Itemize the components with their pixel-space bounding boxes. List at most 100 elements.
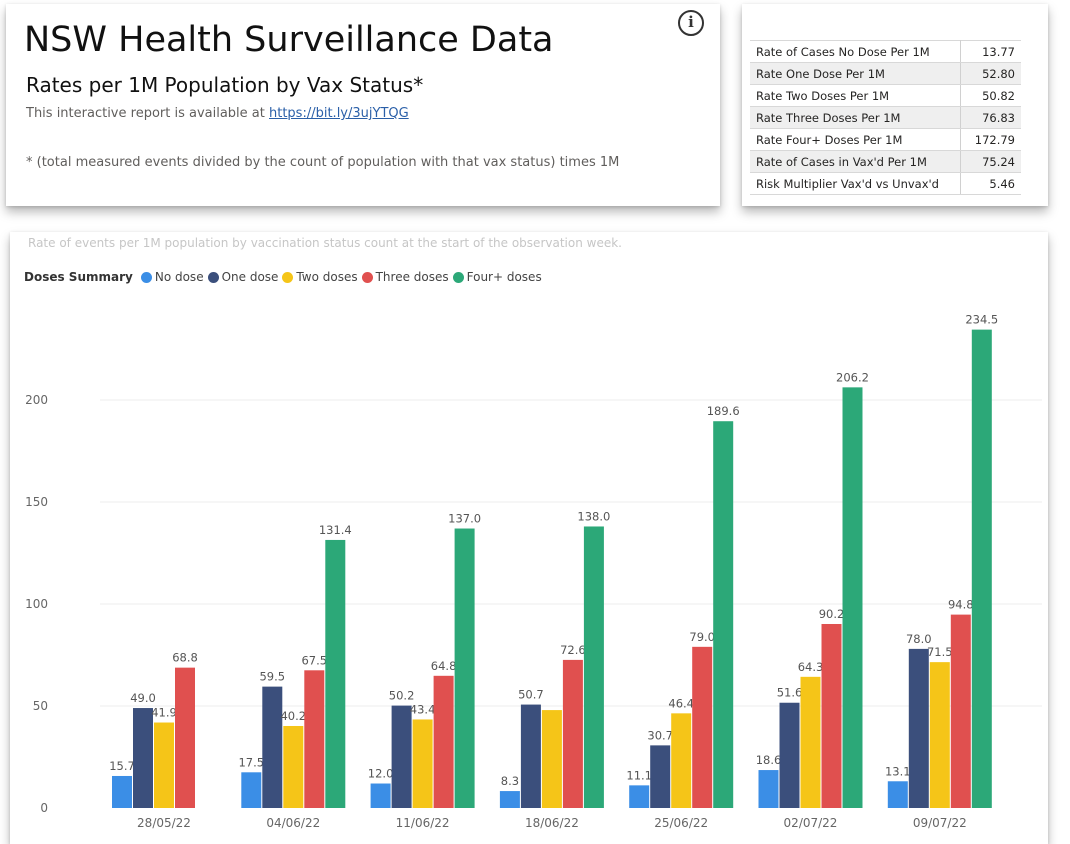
data-label: 43.4: [410, 702, 436, 716]
bar: [950, 614, 971, 808]
legend-label: One dose: [221, 270, 279, 284]
stats-label: Risk Multiplier Vax'd vs Unvax'd: [750, 172, 961, 195]
legend-item[interactable]: No dose: [140, 270, 204, 284]
legend-marker: [452, 271, 464, 283]
bar: [283, 725, 304, 808]
bar: [779, 702, 800, 808]
bar: [800, 676, 821, 808]
page-subtitle: Rates per 1M Population by Vax Status*: [26, 73, 424, 97]
stats-label: Rate Two Doses Per 1M: [750, 84, 961, 107]
y-tick-label: 50: [33, 699, 48, 713]
bar: [562, 659, 583, 808]
bar: [758, 770, 779, 808]
legend-label: No dose: [154, 270, 204, 284]
bar: [454, 528, 475, 808]
bar: [629, 785, 650, 808]
y-tick-label: 0: [40, 801, 48, 815]
x-tick-label: 25/06/22: [654, 816, 708, 830]
data-label: 79.0: [689, 630, 715, 644]
bar: [713, 421, 734, 808]
bar: [520, 704, 541, 808]
info-icon[interactable]: i: [678, 10, 704, 36]
stats-row: Rate Four+ Doses Per 1M 172.79: [750, 128, 1021, 151]
data-label: 137.0: [448, 512, 481, 526]
data-label: 46.4: [668, 696, 694, 710]
stats-label: Rate of Cases No Dose Per 1M: [750, 40, 961, 63]
data-label: 138.0: [577, 509, 610, 523]
bar: [412, 719, 433, 808]
bar: [692, 646, 713, 808]
bar: [971, 329, 992, 808]
stats-value: 50.82: [960, 84, 1021, 107]
data-label: 64.8: [431, 659, 457, 673]
footnote: * (total measured events divided by the …: [26, 155, 620, 170]
legend-label: Three doses: [375, 270, 449, 284]
legend-item[interactable]: Three doses: [361, 270, 449, 284]
data-label: 12.0: [368, 767, 394, 781]
stats-label: Rate One Dose Per 1M: [750, 62, 961, 85]
legend-item[interactable]: Two doses: [282, 270, 358, 284]
x-tick-label: 18/06/22: [525, 816, 579, 830]
x-tick-label: 02/07/22: [784, 816, 838, 830]
stats-row: Rate Two Doses Per 1M 50.82: [750, 84, 1021, 107]
x-tick-label: 11/06/22: [396, 816, 450, 830]
data-label: 8.3: [501, 774, 519, 788]
y-tick-label: 100: [25, 597, 48, 611]
bar: [583, 526, 604, 808]
data-label: 18.6: [756, 753, 782, 767]
data-label: 64.3: [798, 660, 824, 674]
data-label: 72.6: [560, 643, 586, 657]
bar: [842, 387, 863, 808]
bar: [241, 772, 262, 808]
report-prefix: This interactive report is available at: [26, 106, 269, 121]
data-label: 71.5: [927, 645, 953, 659]
data-label: 67.5: [301, 653, 327, 667]
stats-row: Rate of Cases in Vax'd Per 1M 75.24: [750, 150, 1021, 173]
data-label: 13.1: [885, 764, 911, 778]
bar: [650, 745, 671, 808]
bar: [262, 686, 283, 808]
x-tick-label: 09/07/22: [913, 816, 967, 830]
data-label: 51.6: [777, 686, 803, 700]
stats-value: 76.83: [960, 106, 1021, 129]
data-label: 49.0: [130, 691, 156, 705]
legend-item[interactable]: One dose: [207, 270, 279, 284]
legend-title: Doses Summary: [24, 270, 133, 284]
legend-label: Four+ doses: [466, 270, 542, 284]
summary-stats-card: Rate of Cases No Dose Per 1M 13.77 Rate On…: [742, 4, 1048, 206]
data-label: 78.0: [906, 632, 932, 646]
report-header-card: NSW Health Surveillance Data Rates per 1…: [6, 4, 720, 206]
stats-value: 5.46: [960, 172, 1021, 195]
bar: [391, 705, 412, 808]
data-label: 131.4: [319, 523, 352, 537]
bar: [929, 662, 950, 808]
data-label: 11.1: [626, 768, 652, 782]
legend-marker: [140, 271, 152, 283]
stats-row: Risk Multiplier Vax'd vs Unvax'd 5.46: [750, 172, 1021, 195]
bar: [304, 670, 325, 808]
bar: [821, 623, 842, 808]
bar: [433, 675, 454, 808]
bar: [541, 710, 562, 808]
stats-value: 13.77: [960, 40, 1021, 63]
x-tick-label: 28/05/22: [137, 816, 191, 830]
data-label: 234.5: [965, 313, 998, 327]
report-link[interactable]: https://bit.ly/3ujYTQG: [269, 106, 409, 121]
data-label: 41.9: [151, 706, 177, 720]
data-label: 68.8: [172, 651, 198, 665]
stats-label: Rate Four+ Doses Per 1M: [750, 128, 961, 151]
stats-label: Rate of Cases in Vax'd Per 1M: [750, 150, 961, 173]
legend-marker: [207, 271, 219, 283]
data-label: 50.7: [518, 688, 544, 702]
data-label: 40.2: [280, 709, 306, 723]
legend-label: Two doses: [296, 270, 358, 284]
data-label: 206.2: [836, 370, 869, 384]
stats-value: 52.80: [960, 62, 1021, 85]
legend-marker: [282, 271, 294, 283]
legend-item[interactable]: Four+ doses: [452, 270, 542, 284]
chart-legend: Doses Summary No dose One dose Two doses Th…: [24, 270, 546, 284]
summary-stats-table: Rate of Cases No Dose Per 1M 13.77 Rate On…: [750, 40, 1021, 195]
bar: [112, 775, 132, 808]
data-label: 30.7: [647, 728, 673, 742]
